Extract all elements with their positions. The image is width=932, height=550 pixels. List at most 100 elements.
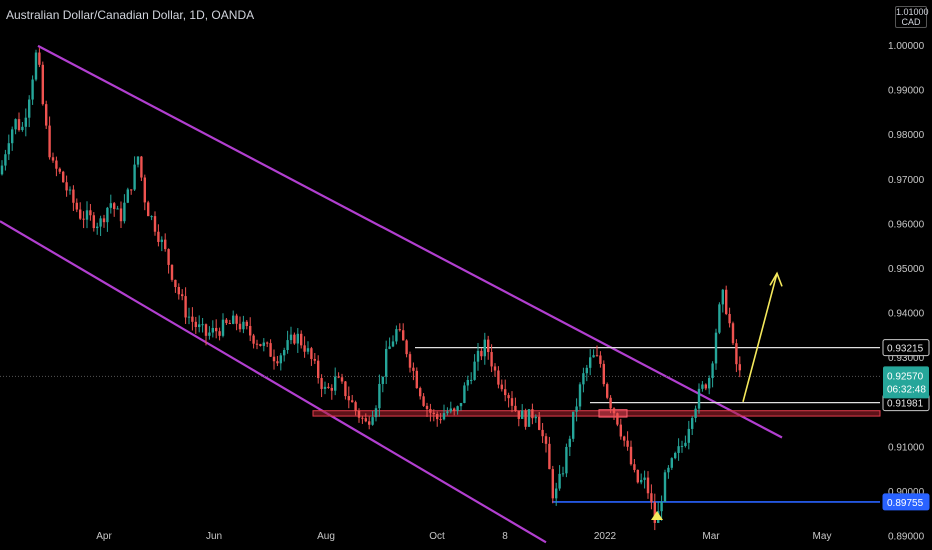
candle-body [422,396,425,406]
candle-body [531,409,534,419]
candle-body [538,416,541,430]
candle-body [670,458,673,468]
candle-body [245,321,248,326]
candle-body [79,209,82,219]
candle-body [677,446,680,453]
candle-body [340,377,344,382]
candle-body [34,52,38,80]
candle-body [238,323,242,330]
candle-body [412,367,415,371]
currency-box[interactable]: 1.01000 CAD [895,6,929,28]
candle-body [96,226,99,229]
candle-body [602,363,605,385]
candle-body [323,386,327,389]
forecast-arrow-head [769,271,783,287]
candle-body [38,52,41,65]
candle-body [184,296,187,318]
candle-body [609,397,612,409]
candle-body [276,361,279,364]
candle-body [548,443,551,470]
candle-body [711,363,714,379]
candle-body [89,210,92,216]
candle-body [667,467,670,473]
candle-body [164,239,167,250]
candle-body [286,340,289,351]
candle-body [187,316,191,318]
horizontal-levels[interactable] [0,347,880,503]
candle-body [296,333,299,344]
candle-body [106,207,109,223]
current-price-tag-box [883,366,929,399]
candle-body [116,208,119,210]
candle-body [62,171,65,183]
price-axis[interactable]: 1.00000 0.99000 0.98000 0.97000 0.96000 0.950… [888,41,925,543]
y-tick-label: 0.98000 [888,130,925,141]
candle-body [218,331,221,336]
candle-body [691,418,694,429]
candle-body [507,395,510,399]
candle-body [470,379,473,381]
candle-body [306,348,310,352]
candle-body [266,342,269,344]
symbol-title: Australian Dollar/Canadian Dollar, 1D, O… [6,8,255,22]
price-tag-support-text: 0.91981 [887,399,924,410]
candle-body [11,129,14,144]
candle-body [578,384,582,407]
y-tick-label: 0.90000 [888,487,925,498]
channel-lines[interactable] [0,44,783,544]
candle-body [432,412,435,415]
candle-body [490,352,493,367]
candle-body [68,189,72,191]
candle-body [595,355,599,357]
y-tick-label: 0.89000 [888,532,925,543]
price-tag-low-box [882,493,930,511]
candle-body [177,287,180,295]
time-axis[interactable]: Apr Jun Aug Oct 8 2022 Mar May [96,531,831,542]
candle-body [75,202,78,210]
candle-body [517,410,520,419]
candle-body [738,364,741,371]
currency-label: CAD [901,17,921,27]
candle-body [113,203,116,210]
candle-body [391,341,395,347]
candle-body [544,436,548,444]
candle-body [514,405,517,411]
y-tick-label: 0.95000 [888,264,925,275]
candle-body [92,215,95,229]
candle-body [330,387,333,391]
candle-body [337,376,340,378]
candle-body [174,279,177,288]
countdown-text: 06:32:48 [887,384,926,395]
candle-body [456,406,459,411]
candle-body [415,370,418,389]
candle-body [14,119,17,130]
candle-body [157,231,160,242]
candle-body [483,339,486,357]
candle-body [402,330,405,341]
candle-body [565,446,568,474]
support-zone-group[interactable] [312,409,881,418]
channel-upper-line [37,44,783,439]
candle-body [555,488,558,499]
candle-body [143,177,146,203]
candle-body [585,367,588,374]
candle-body [72,189,75,203]
candle-body [51,157,55,161]
candle-body [436,414,439,420]
candle-body [633,464,636,470]
candle-body [170,264,174,280]
candle-body [725,289,728,314]
candle-body [480,350,483,357]
candle-body [119,208,123,222]
candle-body [446,411,449,414]
candle-body [269,343,272,357]
candle-body [616,413,619,425]
candle-body [640,479,643,483]
candle-body [459,402,463,407]
x-tick-label: 8 [502,531,508,542]
candle-body [636,469,639,483]
candle-body [31,79,34,100]
x-tick-label: Mar [702,531,720,542]
candle-body [371,417,374,425]
